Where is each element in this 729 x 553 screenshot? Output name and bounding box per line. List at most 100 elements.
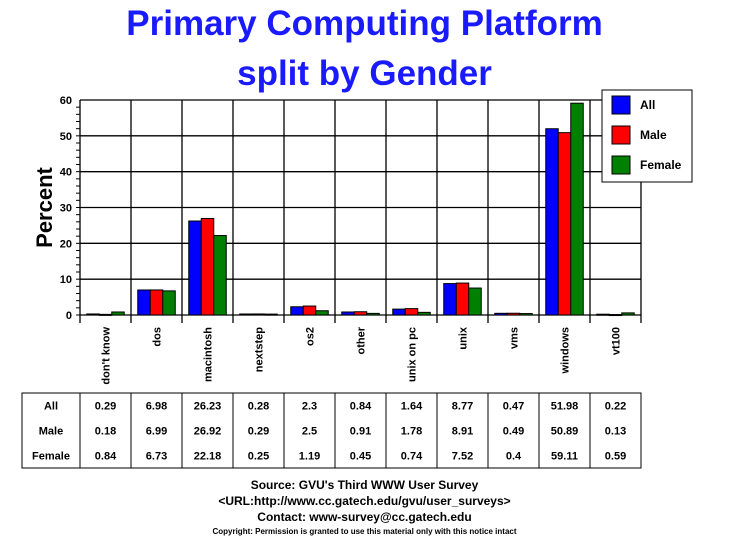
bar-male (353, 311, 368, 316)
table-cell: 0.49 (503, 426, 524, 438)
table-cell: 0.45 (350, 451, 371, 463)
bar-all (341, 311, 355, 316)
legend-label-female: Female (640, 158, 682, 172)
table-cell: 2.3 (302, 401, 317, 413)
bar-female (468, 287, 482, 316)
table-cell: 6.98 (146, 401, 167, 413)
bar-all (86, 313, 100, 316)
legend-label-male: Male (640, 128, 667, 142)
x-tick-label: other (356, 326, 368, 354)
legend-swatch-male (611, 125, 631, 145)
bar-female (621, 312, 635, 316)
bar-female (213, 235, 227, 316)
y-tick-label: 50 (60, 131, 72, 143)
table-cell: 0.84 (95, 451, 117, 463)
table-cell: 0.4 (506, 451, 522, 463)
table-cell: 26.23 (194, 401, 222, 413)
y-tick-label: 40 (60, 167, 72, 179)
bar-male (608, 314, 623, 317)
y-tick-label: 0 (66, 310, 72, 322)
table-cell: 0.59 (605, 451, 626, 463)
bar-all (239, 313, 253, 316)
table-cell: 0.91 (350, 426, 371, 438)
table-row-label: Female (32, 451, 70, 463)
y-tick-label: 10 (60, 274, 72, 286)
bar-all (494, 312, 508, 316)
bar-male (98, 313, 113, 316)
bar-female (417, 311, 431, 316)
footer-url: <URL:http://www.cc.gatech.edu/gvu/user_s… (218, 494, 511, 508)
bar-male (149, 289, 164, 316)
table-cell: 8.77 (452, 401, 473, 413)
bar-all (596, 313, 610, 316)
y-tick-label: 30 (60, 203, 72, 215)
bar-male (302, 305, 317, 316)
bar-female (570, 102, 584, 316)
table-cell: 0.18 (95, 426, 116, 438)
table-cell: 59.11 (551, 451, 578, 463)
bar-male (506, 312, 521, 316)
x-tick-label: macintosh (203, 327, 215, 382)
x-tick-label: unix (458, 326, 470, 349)
table-cell: 0.47 (503, 401, 524, 413)
bar-all (137, 289, 151, 316)
x-tick-label: dos (152, 327, 164, 347)
table-cell: 0.74 (401, 451, 423, 463)
bar-male (200, 218, 215, 316)
table-row-label: All (44, 401, 58, 413)
table-cell: 22.18 (194, 451, 222, 463)
table-cell: 0.13 (605, 426, 626, 438)
table-cell: 6.99 (146, 426, 167, 438)
legend-label-all: All (640, 98, 655, 112)
bar-all (392, 308, 406, 316)
bar-all (290, 306, 304, 316)
bar-male (251, 313, 266, 316)
y-axis-label: Percent (32, 166, 57, 247)
table-cell: 0.22 (605, 401, 626, 413)
table-cell: 0.25 (248, 451, 269, 463)
chart-title: Primary Computing Platform (126, 4, 603, 43)
table-cell: 0.29 (248, 426, 269, 438)
chart-subtitle: split by Gender (237, 54, 492, 93)
legend-swatch-all (611, 95, 631, 115)
table-cell: 1.78 (401, 426, 422, 438)
bar-male (455, 282, 470, 316)
bar-female (264, 313, 278, 316)
bar-female (111, 311, 125, 316)
table-cell: 2.5 (302, 426, 317, 438)
table-cell: 26.92 (194, 426, 222, 438)
y-tick-label: 60 (60, 95, 72, 107)
bar-female (315, 310, 329, 316)
x-tick-label: vt100 (611, 327, 623, 355)
bar-all (545, 128, 559, 316)
table-row-label: Male (39, 426, 63, 438)
data-table (21, 392, 642, 469)
x-tick-label: windows (560, 327, 572, 374)
table-cell: 7.52 (452, 451, 473, 463)
table-cell: 6.73 (146, 451, 167, 463)
table-cell: 1.64 (401, 401, 423, 413)
bar-female (366, 312, 380, 316)
table-cell: 51.98 (551, 401, 579, 413)
bar-all (188, 220, 202, 316)
x-tick-label: vms (509, 327, 521, 349)
footer-copyright: Copyright: Permission is granted to use … (212, 527, 517, 536)
x-tick-label: nextstep (254, 327, 266, 373)
table-cell: 0.29 (95, 401, 116, 413)
bar-female (519, 313, 533, 316)
y-tick-label: 20 (60, 238, 72, 250)
legend-swatch-female (611, 155, 631, 175)
x-tick-label: unix on pc (407, 327, 419, 382)
table-cell: 0.84 (350, 401, 372, 413)
bar-female (162, 290, 176, 316)
x-tick-label: os2 (305, 327, 317, 346)
bar-male (557, 132, 572, 316)
table-cell: 1.19 (299, 451, 320, 463)
footer-source: Source: GVU's Third WWW User Survey (250, 478, 479, 492)
table-cell: 8.91 (452, 426, 473, 438)
x-tick-label: don't know (101, 327, 113, 385)
bar-all (443, 283, 457, 316)
table-cell: 0.28 (248, 401, 269, 413)
